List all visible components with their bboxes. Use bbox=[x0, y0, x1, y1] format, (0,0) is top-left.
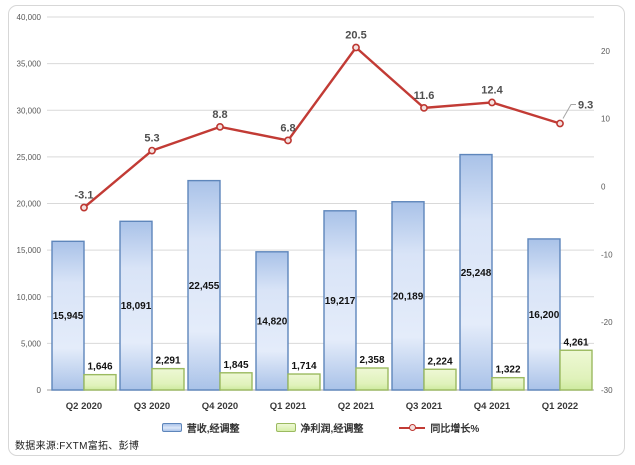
category-label: Q1 2022 bbox=[542, 401, 578, 412]
bar-revenue bbox=[323, 210, 357, 391]
axis-tick-label-right: 20 bbox=[601, 47, 610, 56]
bar-label-net-profit: 1,646 bbox=[87, 362, 112, 373]
line-marker bbox=[148, 146, 156, 155]
bar-revenue bbox=[391, 201, 425, 391]
bar-revenue bbox=[119, 220, 153, 391]
axis-tick-label-left: 20,000 bbox=[17, 200, 42, 209]
bar-label-revenue: 18,091 bbox=[121, 301, 152, 312]
category-label: Q2 2021 bbox=[338, 401, 375, 412]
bar-revenue bbox=[187, 179, 221, 391]
line-label: 12.4 bbox=[481, 84, 503, 96]
bar-label-revenue: 15,945 bbox=[53, 311, 84, 322]
bar-net-profit bbox=[287, 373, 321, 391]
bar-revenue bbox=[255, 251, 289, 391]
bar-label-net-profit: 2,358 bbox=[359, 355, 384, 366]
axis-tick-label-right: 0 bbox=[601, 183, 606, 192]
bar-label-revenue: 14,820 bbox=[257, 316, 288, 327]
line-marker bbox=[420, 103, 428, 112]
line-marker bbox=[284, 136, 292, 145]
bar-label-net-profit: 1,322 bbox=[495, 365, 520, 376]
bar-label-net-profit: 2,224 bbox=[427, 356, 452, 367]
line-label: -3.1 bbox=[75, 190, 94, 202]
bar-net-profit bbox=[491, 376, 525, 391]
category-label: Q4 2020 bbox=[202, 401, 238, 412]
line-yoy-growth bbox=[83, 46, 561, 209]
legend-label-yoy-growth: 同比增长% bbox=[430, 423, 480, 435]
category-label: Q2 2020 bbox=[66, 401, 102, 412]
legend-item-net-profit: 净利润,经调整 bbox=[275, 420, 364, 435]
net-profit-swatch-icon bbox=[275, 422, 296, 432]
axis-tick-label-left: 40,000 bbox=[17, 13, 42, 22]
axis-tick-label-left: 25,000 bbox=[17, 153, 42, 162]
axis-tick-label-left: 10,000 bbox=[17, 293, 42, 302]
legend-item-yoy-growth: 同比增长% bbox=[399, 420, 479, 435]
line-marker bbox=[80, 203, 88, 212]
legend-item-revenue: 营收,经调整 bbox=[161, 420, 240, 435]
yoy-line-marker-icon bbox=[399, 422, 426, 432]
bar-net-profit bbox=[355, 367, 389, 391]
axis-tick-label-right: -20 bbox=[601, 318, 613, 327]
axis-tick-label-right: -30 bbox=[601, 386, 613, 395]
line-marker bbox=[488, 98, 496, 107]
axis-tick-label-left: 35,000 bbox=[17, 60, 42, 69]
axis-tick-label-left: 30,000 bbox=[17, 106, 42, 115]
bar-label-net-profit: 1,714 bbox=[291, 361, 316, 372]
chart-legend: 营收,经调整 净利润,经调整 同比增长% bbox=[47, 419, 594, 435]
line-marker bbox=[556, 119, 564, 128]
bar-net-profit bbox=[559, 349, 593, 391]
bar-revenue bbox=[527, 238, 561, 391]
bar-net-profit bbox=[151, 367, 185, 391]
line-label: 8.8 bbox=[212, 109, 227, 121]
line-marker bbox=[216, 122, 224, 131]
axis-tick-label-right: -10 bbox=[601, 250, 613, 259]
category-label: Q3 2021 bbox=[406, 401, 443, 412]
legend-label-net-profit: 净利润,经调整 bbox=[300, 423, 364, 435]
bar-label-net-profit: 4,261 bbox=[563, 337, 588, 348]
bar-net-profit bbox=[219, 372, 253, 391]
bar-label-revenue: 16,200 bbox=[529, 310, 560, 321]
bar-label-net-profit: 2,291 bbox=[155, 356, 180, 367]
category-label: Q3 2020 bbox=[134, 401, 170, 412]
bar-label-revenue: 22,455 bbox=[189, 281, 220, 292]
line-marker bbox=[352, 43, 360, 52]
legend-label-revenue: 营收,经调整 bbox=[186, 423, 240, 435]
axis-tick-label-left: 0 bbox=[37, 386, 42, 395]
bar-revenue bbox=[51, 240, 85, 391]
line-label: 6.8 bbox=[280, 122, 295, 134]
axis-tick-label-right: 10 bbox=[601, 115, 610, 124]
label-leader-line bbox=[562, 103, 576, 119]
line-label: 9.3 bbox=[578, 99, 593, 111]
bar-revenue bbox=[459, 153, 493, 391]
bar-label-net-profit: 1,845 bbox=[223, 360, 248, 371]
bar-label-revenue: 25,248 bbox=[461, 268, 492, 279]
bar-label-revenue: 20,189 bbox=[393, 291, 424, 302]
revenue-swatch-icon bbox=[161, 422, 182, 432]
line-label: 11.6 bbox=[414, 90, 435, 102]
category-label: Q1 2021 bbox=[270, 401, 307, 412]
bar-label-revenue: 19,217 bbox=[325, 296, 356, 307]
bar-net-profit bbox=[423, 368, 457, 391]
bar-net-profit bbox=[83, 373, 117, 391]
axis-tick-label-left: 5,000 bbox=[21, 339, 42, 348]
line-label: 5.3 bbox=[144, 133, 159, 145]
category-label: Q4 2021 bbox=[474, 401, 511, 412]
source-note: 数据来源:FXTM富拓、彭博 bbox=[15, 441, 140, 452]
axis-tick-label-left: 15,000 bbox=[17, 246, 42, 255]
line-label: 20.5 bbox=[345, 30, 366, 42]
